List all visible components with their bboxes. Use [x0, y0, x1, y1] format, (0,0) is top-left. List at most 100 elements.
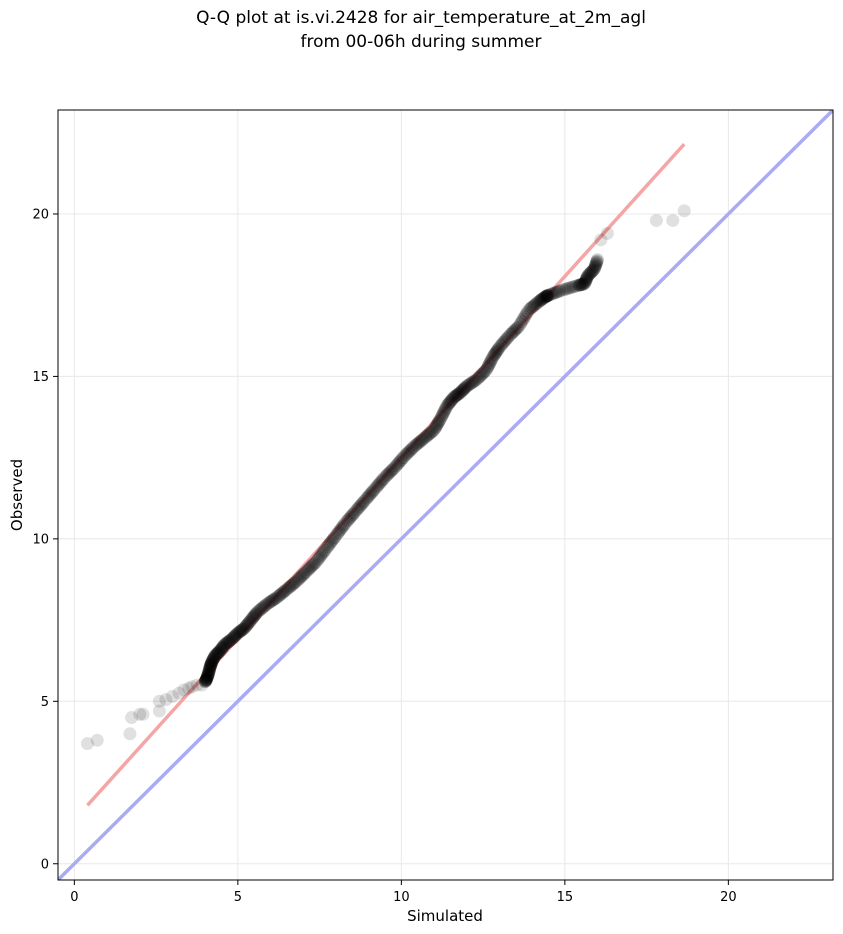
- data-point: [277, 585, 291, 599]
- data-point: [262, 596, 276, 610]
- data-point: [468, 374, 482, 388]
- data-point: [584, 266, 598, 280]
- data-point: [293, 571, 307, 585]
- data-point: [459, 380, 473, 394]
- data-point: [221, 635, 235, 649]
- data-point: [399, 448, 413, 462]
- data-point: [539, 290, 553, 304]
- data-point: [205, 655, 219, 669]
- data-point: [244, 613, 258, 627]
- data-point: [342, 512, 356, 526]
- x-tick-label: 15: [557, 890, 574, 905]
- data-point: [213, 644, 227, 658]
- data-point: [224, 633, 238, 647]
- data-point: [677, 204, 691, 218]
- data-point: [413, 435, 427, 449]
- data-point: [206, 653, 220, 667]
- data-point: [233, 625, 247, 639]
- data-point: [271, 589, 285, 603]
- data-point: [579, 272, 593, 286]
- data-point: [536, 291, 550, 305]
- data-point: [294, 570, 308, 584]
- data-point: [215, 641, 229, 655]
- data-point: [326, 532, 340, 546]
- data-point: [274, 587, 288, 601]
- y-tick-label: 0: [41, 857, 49, 872]
- data-point: [481, 359, 495, 373]
- data-point: [381, 467, 395, 481]
- data-point: [512, 319, 526, 333]
- data-point: [470, 373, 484, 387]
- data-point: [159, 693, 173, 707]
- data-point: [447, 391, 461, 405]
- x-tick-label: 5: [234, 890, 242, 905]
- data-point: [319, 542, 333, 556]
- data-point: [232, 625, 246, 639]
- data-point: [523, 302, 537, 316]
- data-point: [420, 429, 434, 443]
- data-point: [172, 686, 186, 700]
- data-point: [471, 371, 485, 385]
- data-point: [580, 271, 594, 285]
- data-point: [492, 342, 506, 356]
- data-point: [431, 417, 445, 431]
- data-point: [301, 563, 315, 577]
- fit-line: [86, 142, 686, 807]
- data-point: [201, 669, 215, 683]
- data-point: [216, 639, 230, 653]
- data-point: [461, 378, 475, 392]
- data-point: [375, 473, 389, 487]
- data-point: [389, 459, 403, 473]
- data-point: [223, 633, 237, 647]
- x-tick-label: 20: [720, 890, 737, 905]
- data-point: [499, 332, 513, 346]
- data-point: [248, 608, 262, 622]
- data-point: [508, 323, 522, 337]
- data-point: [532, 295, 546, 309]
- data-point: [559, 282, 573, 296]
- data-point: [200, 670, 214, 684]
- data-point: [555, 283, 569, 297]
- data-point: [579, 273, 593, 287]
- data-point: [441, 397, 455, 411]
- data-point: [204, 659, 218, 673]
- data-point: [152, 694, 166, 708]
- data-point: [90, 733, 104, 747]
- data-point: [505, 326, 519, 340]
- data-point: [439, 401, 453, 415]
- y-tick-label: 20: [32, 207, 49, 222]
- data-point: [541, 289, 555, 303]
- data-point: [432, 415, 446, 429]
- data-point: [395, 452, 409, 466]
- data-point: [442, 396, 456, 410]
- data-point: [332, 525, 346, 539]
- data-point: [588, 259, 602, 273]
- data-point: [403, 443, 417, 457]
- data-point: [280, 582, 294, 596]
- plot-frame: [57, 109, 834, 881]
- x-axis-label: Simulated: [407, 907, 483, 925]
- data-point: [587, 262, 601, 276]
- data-point: [200, 671, 214, 685]
- data-point: [482, 357, 496, 371]
- data-point: [346, 507, 360, 521]
- data-point: [198, 674, 212, 688]
- x-tick-label: 0: [70, 890, 78, 905]
- data-point: [199, 672, 213, 686]
- data-point: [314, 549, 328, 563]
- data-point: [349, 504, 363, 518]
- data-point: [477, 366, 491, 380]
- data-point: [576, 277, 590, 291]
- data-point: [207, 652, 221, 666]
- data-point: [288, 575, 302, 589]
- data-point: [430, 418, 444, 432]
- data-point: [437, 404, 451, 418]
- data-point: [358, 493, 372, 507]
- data-point: [421, 428, 435, 442]
- data-point: [368, 482, 382, 496]
- data-point: [201, 667, 215, 681]
- data-point: [586, 263, 600, 277]
- axis-ticks: 0 5 10 15 20 0 5 10 15 20: [32, 207, 736, 905]
- chart-title-line2: from 00-06h during summer: [301, 32, 542, 52]
